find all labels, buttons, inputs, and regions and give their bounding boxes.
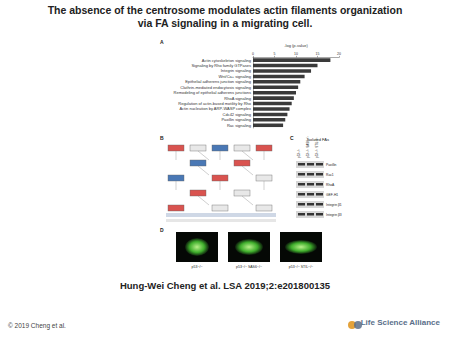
svg-text:Actin cytoskeleton signaling: Actin cytoskeleton signaling [202, 58, 251, 63]
svg-text:p53−/− STIL−/−: p53−/− STIL−/− [289, 265, 313, 269]
html-text:Hung-Wei Cheng et al. LSA 2019: Hung-Wei Cheng et al. LSA 2019;2:e201800… [119, 280, 331, 291]
svg-text:Cdc42 signaling: Cdc42 signaling [223, 112, 251, 117]
svg-text:GEF-H1: GEF-H1 [326, 193, 338, 197]
svg-text:Paxillin: Paxillin [326, 163, 337, 167]
svg-text:Clathrin-mediated endocytosis: Clathrin-mediated endocytosis signaling [180, 85, 251, 90]
svg-text:p53−/−: p53−/− [192, 265, 203, 269]
svg-text:p53−/− SAS6−/−: p53−/− SAS6−/− [236, 265, 262, 269]
svg-text:B: B [160, 135, 164, 141]
svg-text:p53−/− STIL−/−: p53−/− STIL−/− [315, 137, 319, 158]
svg-text:15: 15 [316, 52, 320, 56]
svg-text:Integrin signaling: Integrin signaling [221, 68, 251, 73]
svg-text:RhoA signaling: RhoA signaling [224, 96, 251, 101]
svg-text:-log (p-value): -log (p-value) [284, 43, 308, 48]
svg-text:A: A [160, 39, 164, 45]
svg-text:Wnt/Ca+ signaling: Wnt/Ca+ signaling [218, 74, 251, 79]
svg-text:Regulation of actin-based moti: Regulation of actin-based motility by Rh… [178, 101, 251, 106]
svg-text:0: 0 [252, 52, 254, 56]
html-text:The absence of the centrosome: The absence of the centrosome modulates … [47, 4, 403, 29]
svg-text:Integrin β1: Integrin β1 [326, 203, 342, 207]
svg-text:Paxillin signaling: Paxillin signaling [221, 117, 251, 122]
html-text:© 2019 Cheng et al.: © 2019 Cheng et al. [8, 322, 66, 329]
svg-text:Isolated FAs: Isolated FAs [307, 137, 329, 142]
svg-text:p53−/−: p53−/− [297, 148, 301, 158]
svg-text:20: 20 [337, 52, 341, 56]
svg-text:Rac signaling: Rac signaling [227, 123, 251, 128]
svg-text:Integrin β3: Integrin β3 [326, 213, 342, 217]
svg-text:Actin nucleation by ARP-WASP c: Actin nucleation by ARP-WASP complex [179, 106, 251, 111]
svg-text:10: 10 [294, 52, 298, 56]
svg-text:Remodeling of epithelial adher: Remodeling of epithelial adherens juncti… [174, 90, 251, 95]
svg-text:p53−/− SAS6−/−: p53−/− SAS6−/− [306, 136, 310, 158]
svg-text:RhoA: RhoA [326, 183, 335, 187]
svg-text:Epithelial adherens junction s: Epithelial adherens junction signaling [185, 79, 251, 84]
svg-text:Rac1: Rac1 [326, 173, 334, 177]
svg-text:Signaling by Rho family GTPase: Signaling by Rho family GTPases [191, 63, 251, 68]
svg-text:5: 5 [274, 52, 276, 56]
html-text:Life Science Alliance: Life Science Alliance [360, 318, 440, 327]
svg-text:C: C [290, 135, 294, 141]
svg-text:D: D [160, 227, 164, 233]
